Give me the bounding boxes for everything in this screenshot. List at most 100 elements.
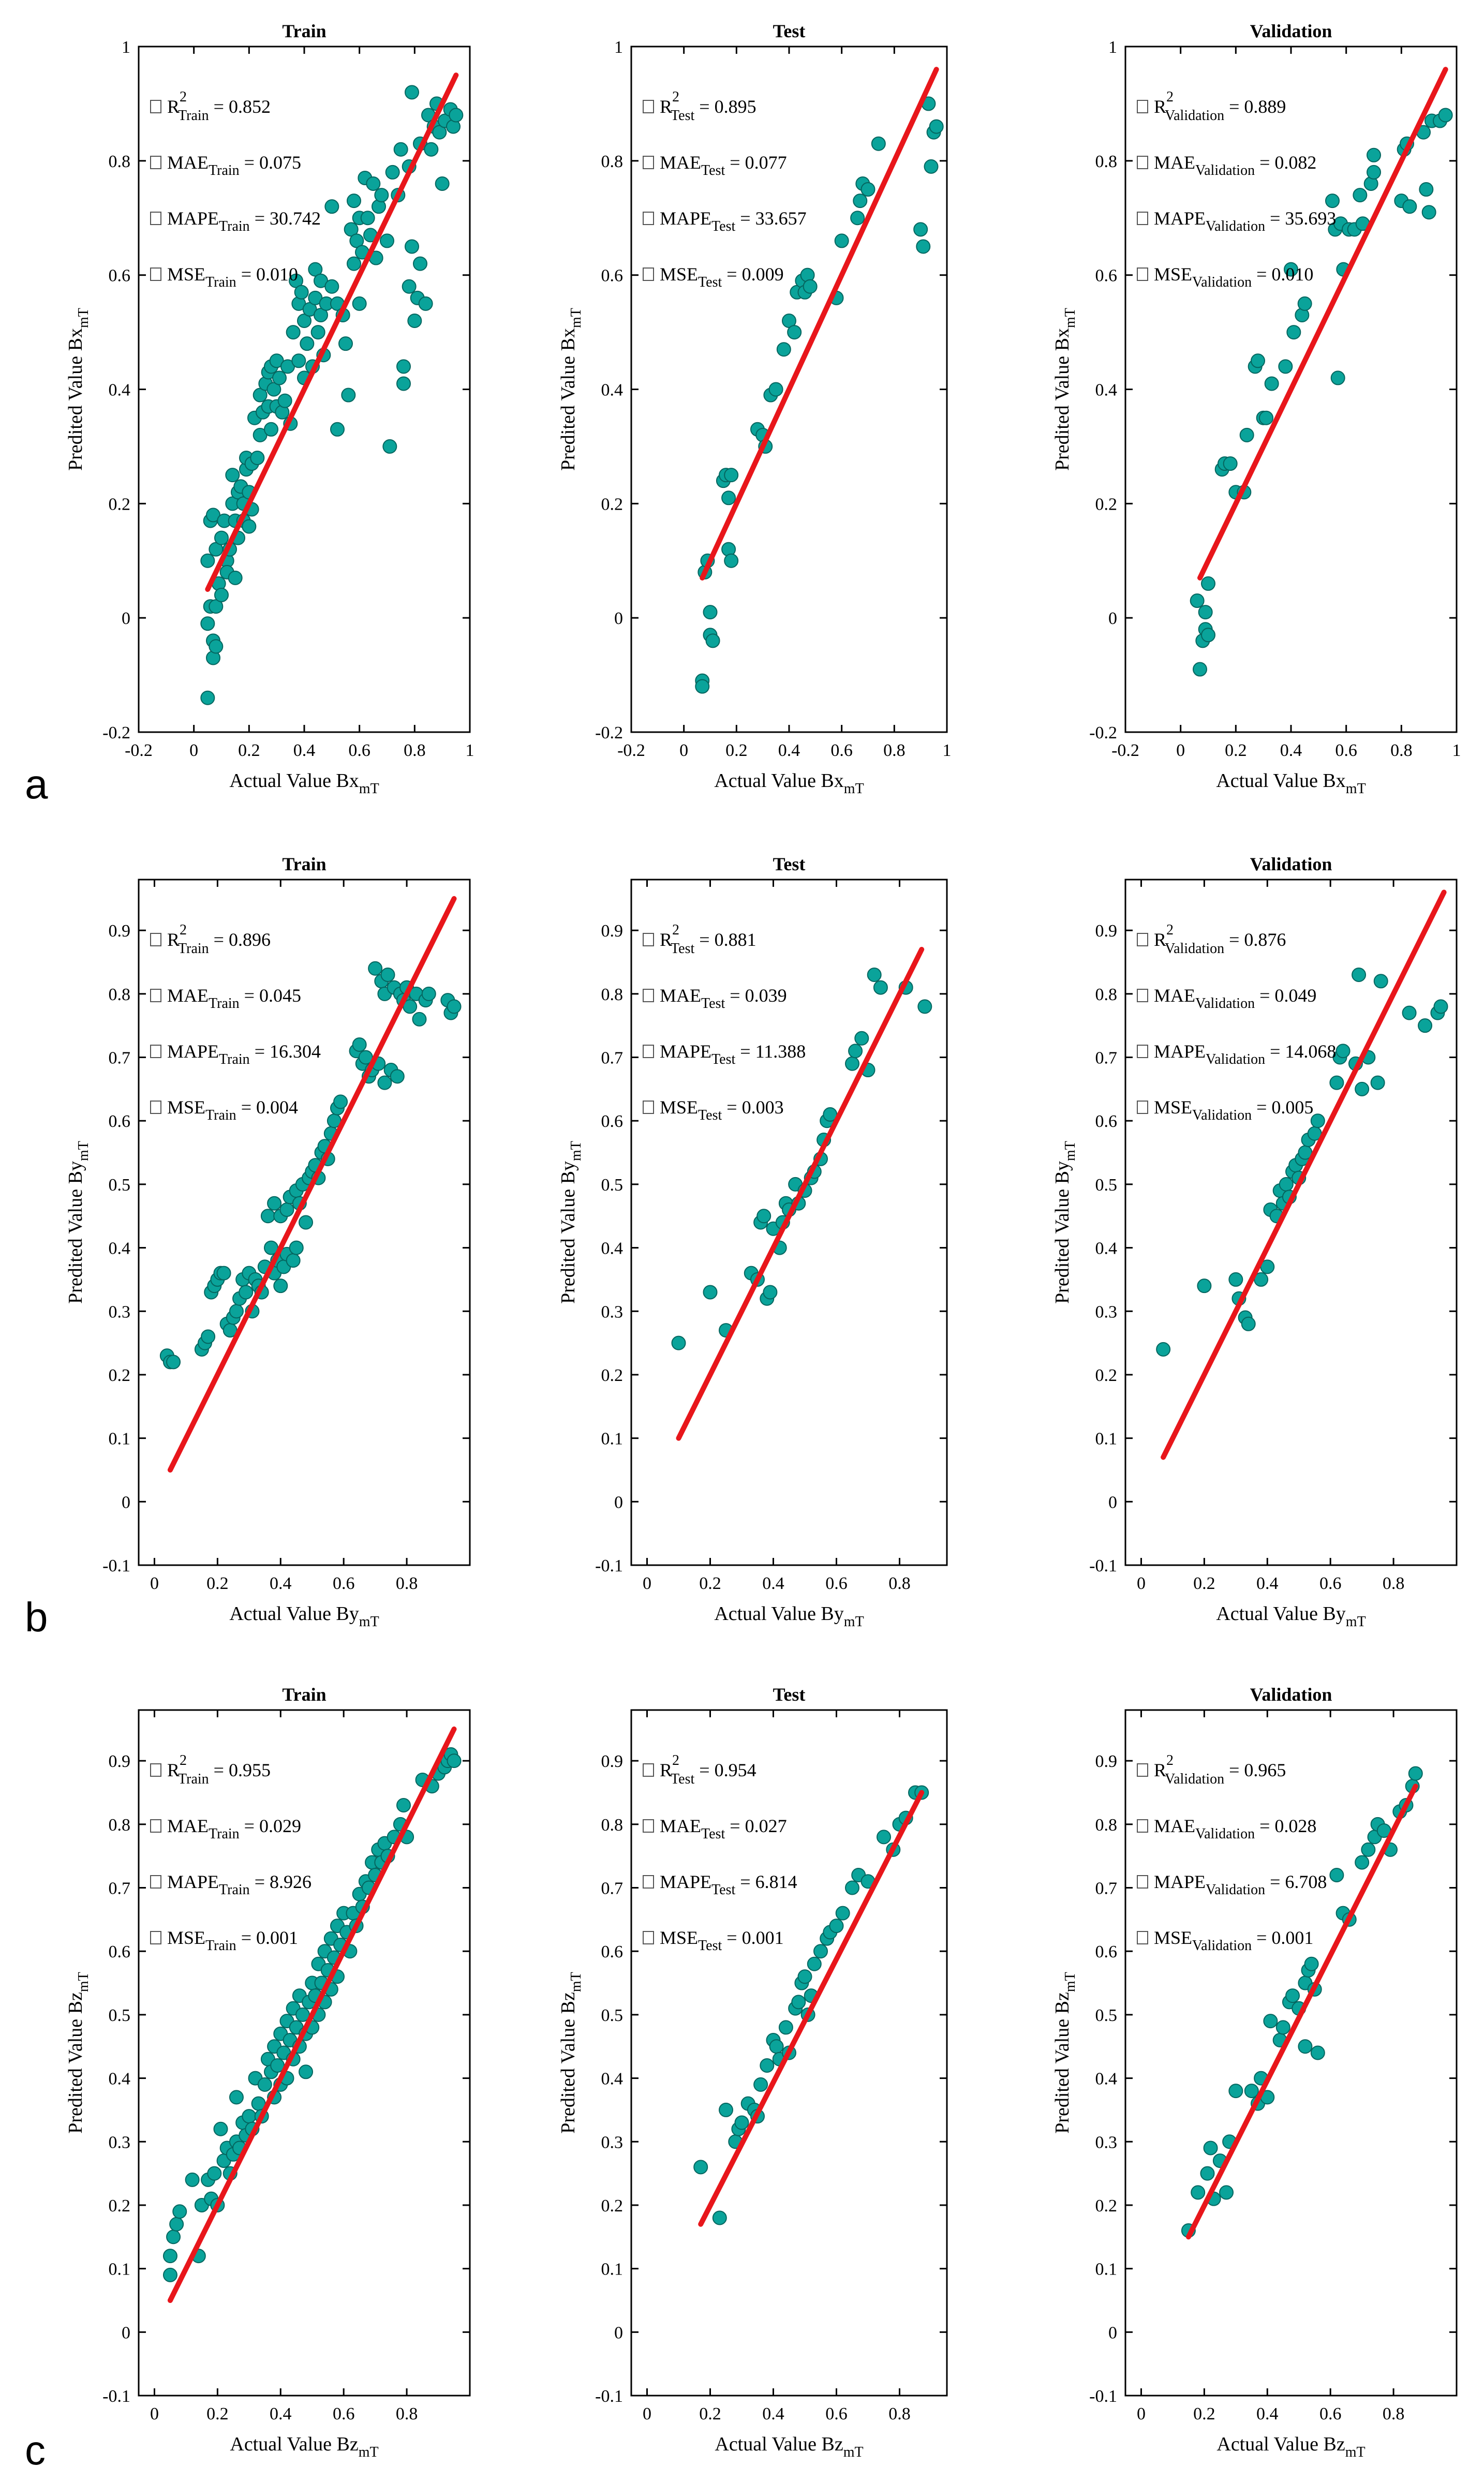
chart-title: Validation <box>1250 1684 1332 1705</box>
y-tick-label: 0.5 <box>109 2006 131 2025</box>
metric-text: MAPETest = 6.814 <box>660 1871 797 1898</box>
metric-label: MAE <box>1154 1816 1195 1836</box>
data-point <box>273 1279 288 1294</box>
y-tick-label: 0 <box>122 2323 130 2342</box>
data-point <box>1330 370 1345 385</box>
data-point <box>1355 1855 1370 1870</box>
y-tick-label: 0.5 <box>109 1176 131 1195</box>
data-point <box>352 296 367 311</box>
data-point <box>286 1253 301 1268</box>
x-axis-label-main: Actual Value Bx <box>229 770 359 792</box>
metric-text: R2 Validation = 0.876 <box>1154 922 1286 957</box>
y-tick-label: 0.4 <box>109 381 131 400</box>
axes-box <box>630 879 948 1566</box>
data-point <box>1352 968 1367 983</box>
data-point <box>1285 1988 1300 2003</box>
x-tick-label: 0.8 <box>396 1574 418 1593</box>
metric-box-glyph <box>643 267 654 281</box>
data-point <box>787 325 802 340</box>
data-point <box>791 1995 806 2010</box>
metric-value: = 0.049 <box>1255 985 1316 1006</box>
x-tick-label: 0.8 <box>1383 1574 1405 1593</box>
y-axis-label-sub: mT <box>76 1972 92 1992</box>
data-point <box>778 2020 793 2035</box>
y-tick-label: 0.3 <box>1095 2133 1118 2152</box>
metric-value: = 6.814 <box>735 1871 797 1892</box>
x-tick-label: 0.4 <box>1256 2404 1279 2424</box>
y-tick-label: 1 <box>122 38 130 57</box>
data-point <box>294 285 309 300</box>
data-point <box>724 553 739 568</box>
y-tick-label: 0.6 <box>1095 266 1118 286</box>
data-point <box>671 1335 686 1350</box>
metric-box-glyph <box>1137 1045 1148 1058</box>
metric-text: R2 Test = 0.895 <box>660 89 756 124</box>
metric-text: MAETrain = 0.029 <box>167 1816 301 1842</box>
metric-value: = 0.045 <box>240 985 301 1006</box>
data-point <box>264 422 278 437</box>
data-point <box>734 2115 749 2130</box>
x-axis-label-sub: mT <box>844 1614 864 1630</box>
data-point <box>214 530 229 545</box>
chart-title: Test <box>773 21 806 41</box>
x-tick-label: 0.2 <box>699 2404 721 2424</box>
data-point <box>421 986 436 1001</box>
metric-box-glyph <box>150 1045 161 1058</box>
metric-value: = 11.388 <box>735 1041 806 1062</box>
data-point <box>214 588 229 602</box>
metric-box-glyph <box>643 1931 654 1944</box>
data-point <box>344 222 359 237</box>
fit-line <box>167 896 457 1473</box>
x-axis-label-sub: mT <box>1345 2444 1366 2460</box>
data-point <box>1201 576 1215 591</box>
data-point <box>1275 2020 1290 2035</box>
data-point <box>845 1056 859 1071</box>
data-point <box>166 1355 181 1370</box>
x-tick-label: 0.4 <box>762 2404 784 2424</box>
data-point <box>447 1753 462 1768</box>
x-tick-label: 0.6 <box>1319 1574 1342 1593</box>
data-point <box>349 233 364 248</box>
data-point <box>776 342 791 357</box>
data-point <box>225 468 240 483</box>
y-tick-label: 0.7 <box>1095 1049 1118 1068</box>
data-point <box>382 439 397 454</box>
chart-title: Test <box>773 1684 806 1705</box>
x-tick-label: 0.4 <box>778 741 800 760</box>
metric-label: MAPE <box>167 208 219 229</box>
metric-value: = 0.004 <box>236 1097 298 1118</box>
metric-value: = 0.001 <box>722 1927 783 1948</box>
y-axis-label-sub: mT <box>1062 1972 1078 1992</box>
metric-box-glyph <box>643 1763 654 1777</box>
data-point <box>1264 376 1279 391</box>
metric-sup: 2 <box>672 89 679 105</box>
y-tick-label: 0.4 <box>601 1239 624 1258</box>
y-tick-label: 0.4 <box>1095 381 1118 400</box>
x-tick-label: 0.6 <box>333 2404 355 2424</box>
y-tick-label: -0.1 <box>102 1556 130 1576</box>
data-point <box>216 1266 231 1281</box>
data-point <box>366 176 381 191</box>
y-tick-label: 0.6 <box>601 1942 624 1961</box>
data-point <box>1193 662 1207 677</box>
y-tick-label: 0.6 <box>109 266 131 286</box>
metric-text: MAETrain = 0.075 <box>167 152 301 179</box>
metric-text: MAPETrain = 16.304 <box>167 1041 321 1067</box>
fit-line <box>698 1790 925 2227</box>
data-point <box>405 239 419 254</box>
data-point <box>1241 1316 1256 1331</box>
x-tick-label: -0.2 <box>617 741 645 760</box>
metric-sub: Train <box>209 162 240 179</box>
y-tick-label: 0.8 <box>1095 1816 1118 1835</box>
data-point <box>207 2166 222 2181</box>
metric-sup: 2 <box>672 1752 679 1768</box>
data-point <box>1223 456 1238 471</box>
data-point <box>1367 147 1381 162</box>
x-tick-label: -0.2 <box>125 741 153 760</box>
data-point <box>1418 1018 1433 1033</box>
data-point <box>200 616 215 631</box>
metric-value: = 0.003 <box>722 1097 783 1118</box>
metric-box-glyph <box>1137 156 1148 169</box>
axes-box <box>630 1709 948 2397</box>
metric-value: = 0.955 <box>209 1760 271 1780</box>
